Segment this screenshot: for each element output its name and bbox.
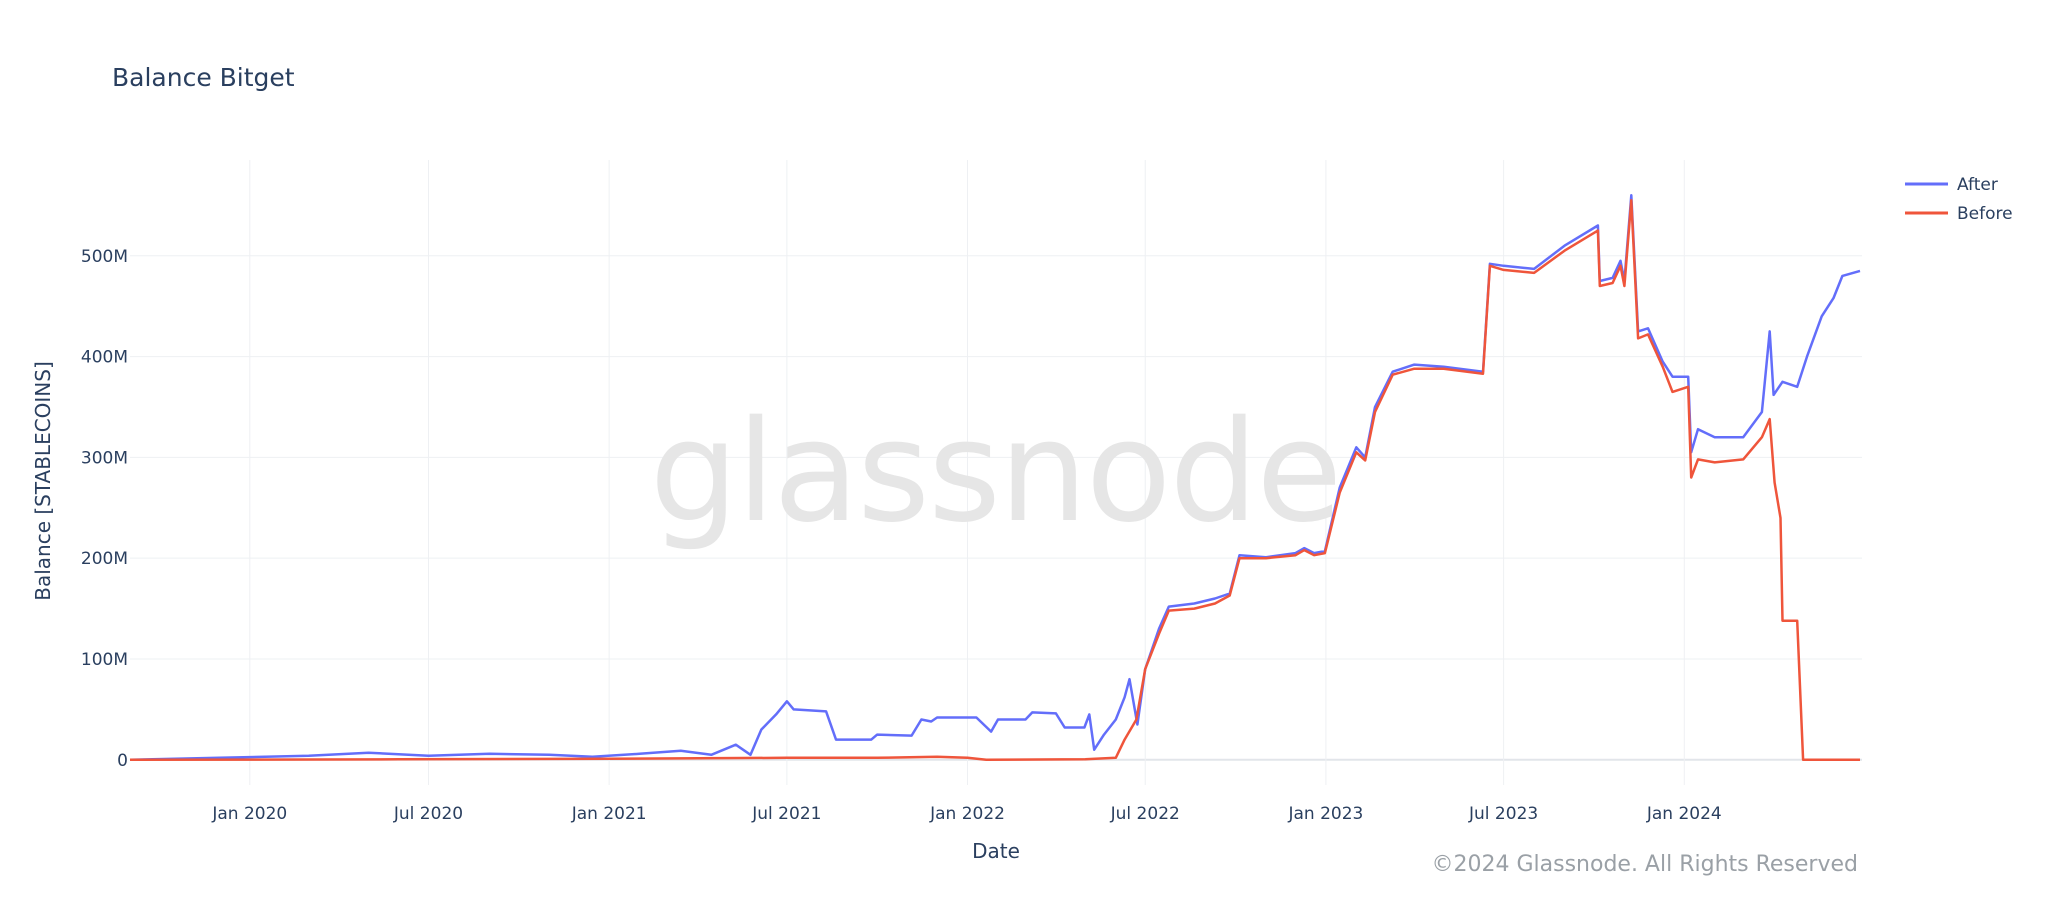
- x-axis-ticks: Jan 2020 Jul 2020 Jan 2021 Jul 2021 Jan 2022…: [211, 804, 1721, 824]
- y-tick-label: 100M: [81, 650, 128, 670]
- series-line-before: [129, 199, 1860, 762]
- x-tick-label: Jul 2021: [751, 804, 821, 824]
- legend-label: Before: [1957, 204, 2013, 224]
- chart-title: Balance Bitget: [112, 63, 295, 92]
- legend[interactable]: After Before: [1905, 175, 2013, 224]
- x-tick-label: Jan 2024: [1646, 804, 1722, 824]
- y-tick-label: 500M: [81, 247, 128, 267]
- x-tick-label: Jul 2023: [1468, 804, 1538, 824]
- copyright-notice: ©2024 Glassnode. All Rights Reserved: [1432, 852, 1859, 877]
- y-tick-label: 400M: [81, 348, 128, 368]
- y-tick-label: 200M: [81, 549, 128, 569]
- series-lines: [129, 194, 1861, 762]
- glassnode-watermark: glassnode: [650, 391, 1341, 554]
- legend-label: After: [1957, 175, 1998, 195]
- x-axis-title: Date: [972, 839, 1020, 863]
- x-tick-label: Jan 2023: [1287, 804, 1363, 824]
- x-tick-label: Jan 2020: [211, 804, 287, 824]
- y-axis-ticks: 0 100M 200M 300M 400M 500M: [81, 247, 128, 771]
- x-tick-label: Jan 2021: [571, 804, 647, 824]
- y-axis-title: Balance [STABLECOINS]: [31, 361, 55, 601]
- x-tick-label: Jul 2022: [1110, 804, 1180, 824]
- series-line-after: [129, 194, 1861, 762]
- y-tick-label: 300M: [81, 448, 128, 468]
- y-tick-label: 0: [117, 751, 128, 771]
- x-tick-label: Jan 2022: [929, 804, 1005, 824]
- legend-item-after[interactable]: After: [1905, 175, 1998, 195]
- grid: [130, 160, 1862, 785]
- x-tick-label: Jul 2020: [393, 804, 463, 824]
- legend-item-before[interactable]: Before: [1905, 204, 2013, 224]
